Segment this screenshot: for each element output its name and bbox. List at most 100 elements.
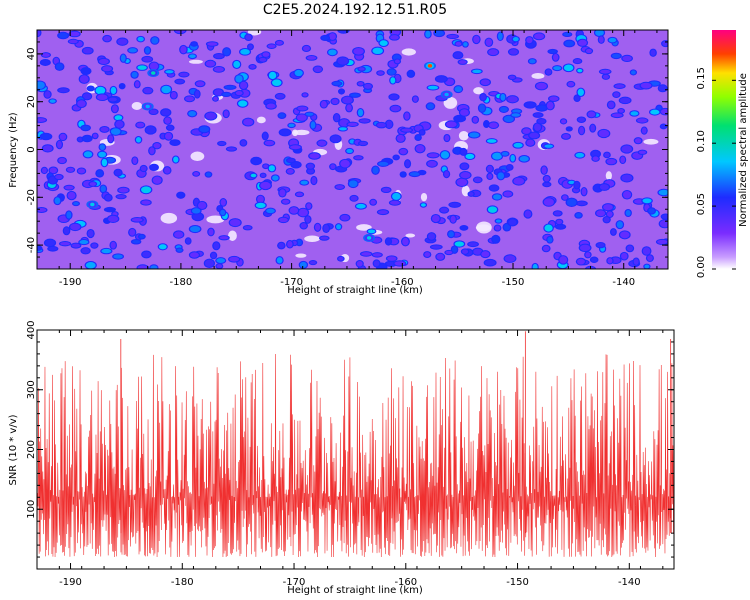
spectrogram-cell	[590, 124, 595, 132]
spectrogram-cell	[251, 157, 261, 165]
spectrogram-cell	[114, 115, 123, 121]
spectrogram-cell	[489, 122, 498, 129]
spectrogram-cell	[305, 112, 314, 116]
spectrogram-cell	[603, 204, 613, 211]
spectrogram-gap	[458, 131, 469, 141]
spectrogram-cell	[504, 255, 516, 262]
spectrogram-cell	[173, 156, 179, 163]
spectrogram-cell	[600, 69, 611, 74]
spectrogram-cell	[526, 139, 535, 146]
spectrogram-cell	[431, 245, 442, 249]
spectrogram-cell	[99, 144, 106, 151]
spectrogram-cell	[641, 127, 647, 134]
spectrogram-cell	[409, 172, 420, 177]
spectrogram-cell	[562, 134, 570, 139]
spectrogram-cell	[141, 186, 152, 194]
spectrogram-cell	[513, 177, 525, 185]
spectrogram-cell	[453, 52, 463, 59]
spectrogram-cell	[238, 100, 248, 107]
spectrogram-cell	[216, 264, 223, 269]
spectrogram-cell	[192, 212, 203, 221]
spectrogram-cell	[338, 127, 347, 131]
spectrogram-cell	[620, 156, 626, 164]
spectrogram-cell	[276, 40, 283, 45]
spectrogram-cell	[529, 132, 539, 139]
spectrogram-cell	[266, 208, 275, 214]
spectrogram-cell	[296, 114, 307, 121]
spectrogram-cell	[180, 45, 187, 54]
spectrogram-panel: -190 -180 -170 -160 -150 -140 -40 -20 0 20 40 Hei…	[8, 29, 669, 296]
spectrogram-cell	[214, 53, 224, 59]
spectrogram-cell	[82, 135, 92, 142]
spectrogram-cell	[469, 132, 480, 138]
spectrogram-cell	[37, 208, 47, 212]
spectrogram-cell	[296, 192, 303, 197]
spectrogram-cell	[320, 100, 327, 108]
spectrogram-cell	[255, 202, 266, 209]
spectrogram-cell	[611, 53, 621, 59]
spectrogram-cell	[71, 243, 81, 248]
spectrogram-cell	[119, 83, 125, 89]
spectrogram-cell	[189, 225, 201, 233]
spectrogram-cell	[578, 39, 587, 46]
spectrogram-cell	[243, 118, 254, 126]
spectrogram-cell	[638, 150, 647, 154]
spectrogram-cell	[82, 93, 92, 100]
colorbar: 0.00 0.05 0.10 0.15 Normalized spectral amp…	[696, 30, 749, 278]
spectrogram-cell	[642, 247, 651, 255]
spectrogram-cell	[620, 231, 630, 239]
spectrogram-cell	[480, 93, 486, 101]
spectrogram-cell	[81, 125, 90, 131]
spectrogram-cell	[98, 58, 109, 65]
spectrogram-cell	[390, 30, 400, 36]
spectrogram-cell	[266, 103, 276, 109]
spectrogram-cell	[45, 239, 55, 247]
spectrogram-cell	[149, 62, 159, 70]
spectrogram-cell	[339, 89, 344, 94]
spectrogram-cell	[657, 239, 668, 245]
spectrogram-cell	[356, 260, 363, 267]
spectrogram-cell	[152, 176, 162, 184]
spectrogram-gap	[190, 151, 205, 162]
spectrogram-cell	[85, 262, 96, 269]
spectrogram-cell	[534, 33, 545, 40]
spectrogram-cell	[129, 228, 136, 236]
spectrogram-cell	[536, 82, 547, 90]
spectrogram-cell	[484, 121, 489, 128]
spectrogram-cell	[658, 189, 668, 196]
spectrogram-cell	[633, 258, 639, 265]
spectrogram-cell	[519, 156, 529, 162]
spectrogram-cell	[263, 164, 269, 169]
spectrogram-cell	[340, 214, 350, 221]
spectrogram-cell	[503, 223, 511, 231]
spectrogram-cell	[533, 113, 543, 117]
spectrogram-cell	[400, 172, 406, 177]
spectrogram-cell	[218, 141, 226, 146]
colorbar-tick-label: 0.15	[696, 67, 707, 89]
spectrogram-cell	[116, 194, 126, 199]
spectrogram-cell	[164, 117, 171, 124]
x-tick-label: -170	[283, 577, 306, 588]
spectrogram-cell	[378, 161, 389, 166]
spectrogram-cell	[494, 225, 501, 231]
spectrogram-cell	[556, 224, 566, 229]
spectrogram-cell	[137, 36, 144, 42]
spectrogram-cell	[229, 219, 241, 227]
spectrogram-cell	[402, 237, 409, 246]
spectrogram-cell	[37, 81, 45, 89]
spectrogram-cell	[108, 215, 119, 222]
spectrogram-cell	[563, 64, 574, 72]
spectrogram-cell	[524, 210, 532, 218]
spectrogram-cell	[503, 191, 513, 197]
spectrogram-cell	[377, 122, 386, 128]
spectrogram-cell	[276, 257, 283, 264]
spectrogram-cell	[68, 39, 78, 44]
spectrogram-cell	[440, 151, 450, 159]
spectrogram-cell	[150, 164, 158, 171]
spectrogram-cell	[244, 225, 252, 230]
spectrogram-cell	[431, 214, 440, 223]
spectrogram-cell	[434, 30, 444, 37]
spectrogram-cell	[58, 157, 66, 164]
spectrogram-cell	[650, 49, 656, 56]
spectrogram-cell	[174, 231, 184, 238]
